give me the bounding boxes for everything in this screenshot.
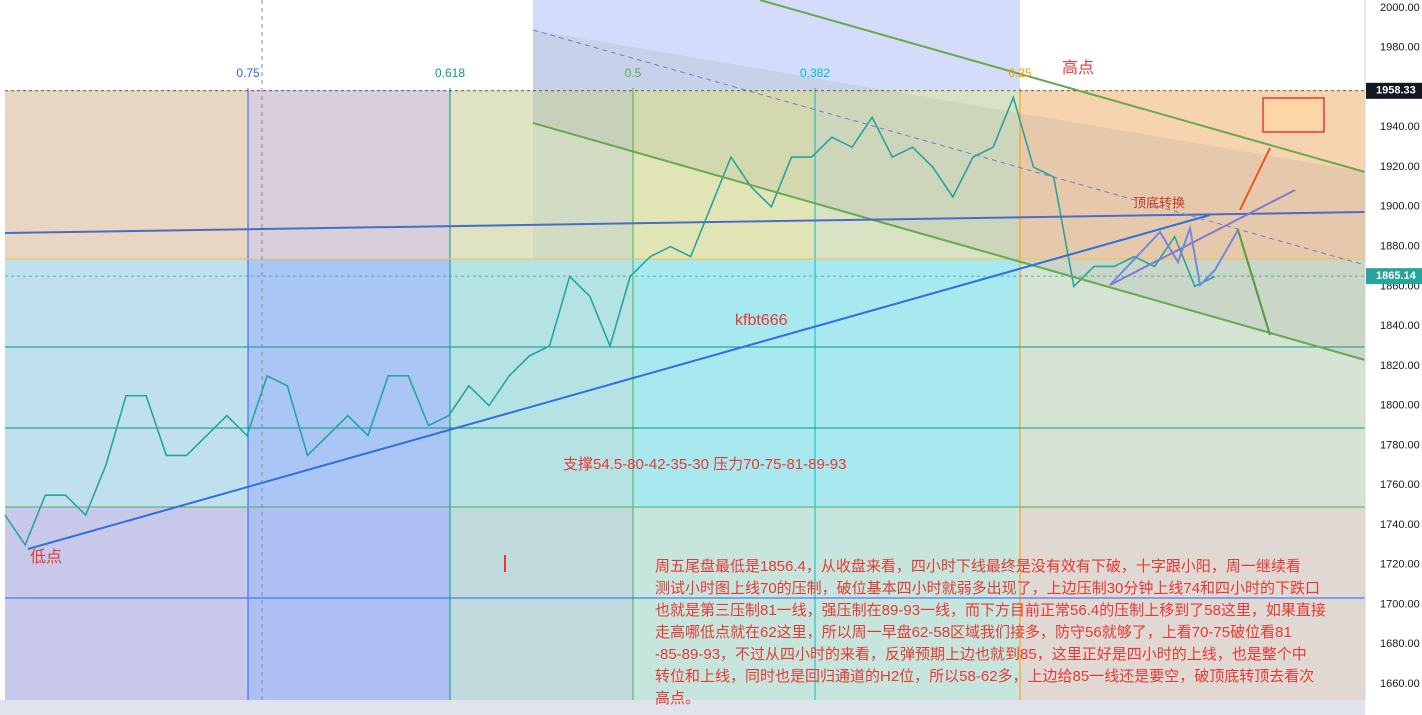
price-line-series <box>4 95 1216 547</box>
y-tick-label: 1780.00 <box>1380 439 1420 451</box>
y-tick-label: 1740.00 <box>1380 519 1420 531</box>
y-tick-label: 1800.00 <box>1380 400 1420 412</box>
fib-label: 0.5 <box>625 66 642 80</box>
y-tick-label: 1760.00 <box>1380 479 1420 491</box>
commentary-line: 周五尾盘最低是1856.4，从收盘来看，四小时下线最终是没有效有下破，十字跟小阳… <box>655 557 1301 575</box>
high-label: 高点 <box>1062 59 1094 77</box>
background-zones <box>5 0 1365 700</box>
price-box <box>1366 268 1422 285</box>
price-box <box>1366 82 1422 99</box>
fib-label: 0.382 <box>800 66 830 80</box>
levels-note: 支撑54.5-80-42-35-30 压力70-75-81-89-93 <box>563 456 846 473</box>
flip-label: 顶底转换 <box>1133 195 1185 210</box>
y-tick-label: 1880.00 <box>1380 240 1420 252</box>
y-tick-label: 1720.00 <box>1380 559 1420 571</box>
y-tick-label: 1680.00 <box>1380 638 1420 650</box>
y-tick-label: 1920.00 <box>1380 161 1420 173</box>
commentary-line: 也就是第三压制81一线，强压制在89-93一线，而下方目前正常56.4的压制上移… <box>655 601 1326 619</box>
commentary-line: 高点。 <box>655 690 700 707</box>
y-tick-label: 1820.00 <box>1380 360 1420 372</box>
commentary-line: 测试小时图上线70的压制，破位基本四小时就弱多出现了，上边压制30分钟上线74和… <box>655 580 1320 597</box>
y-tick-label: 1840.00 <box>1380 320 1420 332</box>
y-tick-label: 1900.00 <box>1380 201 1420 213</box>
commentary-line: -85-89-93，不过从四小时的来看，反弹预期上边也就到85，这里正好是四小时… <box>655 646 1307 663</box>
y-tick-label: 2000.00 <box>1380 2 1420 14</box>
low-label: 低点 <box>30 548 62 566</box>
y-tick-label: 1700.00 <box>1380 598 1420 610</box>
fib-label: 0.75 <box>236 66 260 80</box>
fib-lines <box>5 0 1365 700</box>
commentary-line: 走高哪低点就在62这里，所以周一早盘62-58区域我们接多，防守56就够了，上看… <box>655 623 1292 641</box>
fib-label: 0.618 <box>435 66 465 80</box>
price-label: 1865.14 <box>1376 270 1417 282</box>
y-tick-label: 1940.00 <box>1380 121 1420 133</box>
commentary-line: 转位和上线，同时也是回归通道的H2位，所以58-62多，上边给85一线还是要空，… <box>655 668 1314 685</box>
fib-label: 0.25 <box>1008 66 1032 80</box>
watermark: kfbt666 <box>735 312 788 329</box>
y-tick-label: 1660.00 <box>1380 678 1420 690</box>
price-label: 1958.33 <box>1376 85 1416 97</box>
y-tick-label: 1980.00 <box>1380 42 1420 54</box>
drawings <box>4 0 1366 572</box>
